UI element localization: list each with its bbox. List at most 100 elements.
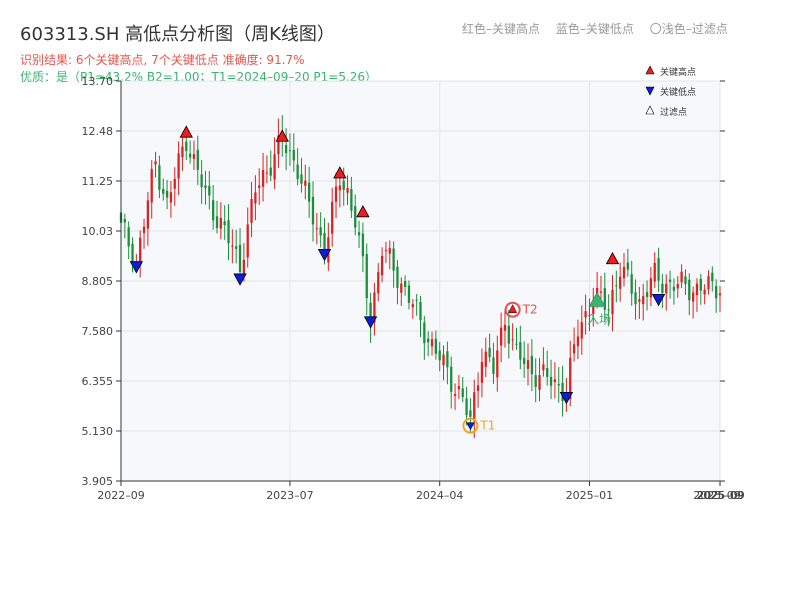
candle-body xyxy=(361,233,365,257)
candle-body xyxy=(653,262,656,282)
candle-body xyxy=(680,271,683,283)
key-high-marker xyxy=(179,125,193,138)
t2-label: T2 xyxy=(522,303,538,317)
candle-body xyxy=(146,200,150,229)
candle-body xyxy=(668,279,672,283)
candle-body xyxy=(388,248,391,254)
candle-body xyxy=(377,272,380,294)
key-low-marker xyxy=(233,273,247,286)
candle-body xyxy=(703,289,706,295)
candle-body xyxy=(592,303,595,315)
candle-body xyxy=(273,154,276,180)
candle-body xyxy=(434,338,438,354)
candle-body xyxy=(469,410,472,417)
y-tick-label: 3.905 xyxy=(82,475,114,488)
candle-body xyxy=(300,174,303,184)
candle-body xyxy=(684,276,687,285)
candle-body xyxy=(380,255,384,276)
chart-title: 603313.SH 高低点分析图（周K线图） xyxy=(20,24,335,45)
candle-body xyxy=(442,354,445,366)
candle-body xyxy=(523,357,526,365)
candle-body xyxy=(250,198,253,223)
t1-label: T1 xyxy=(479,419,495,433)
candle-body xyxy=(534,375,537,387)
candle-body xyxy=(561,382,564,402)
key-high-marker xyxy=(275,129,289,142)
candle-body xyxy=(200,174,203,188)
key-low-marker xyxy=(363,316,378,329)
candle-body xyxy=(607,309,610,311)
x-tick-label-overlap: 2025–09 xyxy=(693,489,741,502)
candle-body xyxy=(296,164,299,180)
candle-body xyxy=(369,302,372,327)
candle-body xyxy=(231,245,234,247)
candle-body xyxy=(123,219,126,223)
candle-body xyxy=(242,259,246,277)
x-tick-label: 2022–09 xyxy=(97,489,145,502)
candle-body xyxy=(576,336,580,347)
candle-body xyxy=(357,232,361,236)
candle-body xyxy=(365,254,368,299)
candle-body xyxy=(430,339,434,347)
candle-body xyxy=(645,292,649,297)
candle-body xyxy=(173,178,176,189)
candle-body xyxy=(292,149,295,161)
y-tick-label: 13.70 xyxy=(82,75,114,88)
candle-body xyxy=(235,246,238,249)
candle-body xyxy=(496,350,499,378)
candle-body xyxy=(718,293,722,296)
x-tick-label: 2024–04 xyxy=(416,489,464,502)
candle-body xyxy=(177,153,180,179)
candle-body xyxy=(638,299,641,302)
candle-body xyxy=(438,350,441,361)
candle-body xyxy=(611,290,614,315)
candle-body xyxy=(484,351,487,367)
candle-body xyxy=(707,276,710,290)
candle-body xyxy=(192,154,196,159)
result-text: 识别结果: 6个关键高点, 7个关键低点 准确度: 91.7% xyxy=(20,53,305,67)
candle-body xyxy=(427,338,430,343)
candle-body xyxy=(154,161,157,165)
key-low-marker xyxy=(317,249,332,262)
candle-body xyxy=(219,217,222,229)
key-low-marker xyxy=(129,261,144,274)
candle-body xyxy=(688,279,691,301)
candle-body xyxy=(672,286,676,291)
candle-body xyxy=(162,188,165,194)
candle-body xyxy=(150,169,153,203)
candle-body xyxy=(269,167,272,176)
candle-body xyxy=(515,343,518,345)
y-tick-label: 10.03 xyxy=(82,225,114,238)
candle-body xyxy=(676,283,679,289)
x-tick-label: 2025–01 xyxy=(566,489,614,502)
candle-body xyxy=(227,220,230,244)
candle-body xyxy=(215,216,219,229)
candle-body xyxy=(619,276,622,289)
candle-body xyxy=(403,280,407,288)
candle-body xyxy=(473,392,476,422)
candle-body xyxy=(311,196,315,225)
candle-body xyxy=(158,165,161,190)
candle-body xyxy=(142,226,146,234)
t1-circle xyxy=(462,417,479,434)
y-tick-label: 7.580 xyxy=(82,325,114,338)
t2-high-marker xyxy=(508,304,518,313)
candle-body xyxy=(542,364,545,371)
candle-body xyxy=(308,182,311,202)
candle-body xyxy=(549,376,553,386)
candle-body xyxy=(288,150,292,152)
candle-body xyxy=(657,258,660,281)
candle-body xyxy=(165,190,169,198)
candle-body xyxy=(626,262,629,270)
legend-filtered-label: 过滤点 xyxy=(660,106,687,118)
candle-body xyxy=(334,186,338,202)
candle-body xyxy=(423,322,426,344)
candle-body xyxy=(634,292,637,305)
t2-circle xyxy=(504,301,521,318)
candle-body xyxy=(350,189,353,211)
y-tick-label: 6.355 xyxy=(82,375,114,388)
candle-body xyxy=(584,311,587,318)
candle-body xyxy=(342,180,345,190)
key-low-marker xyxy=(559,391,574,405)
